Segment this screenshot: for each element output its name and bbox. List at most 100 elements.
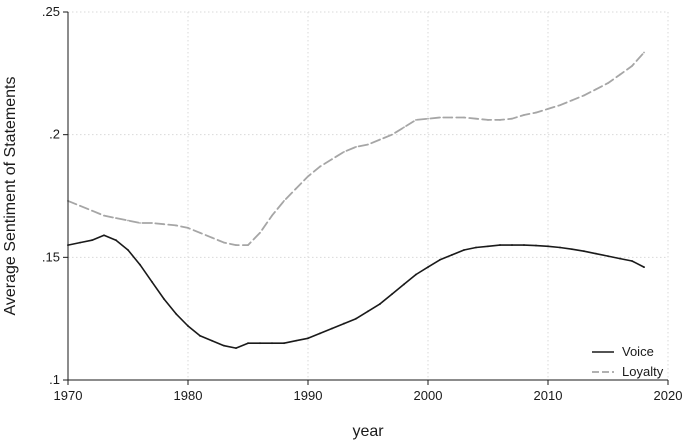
point-loyalty-1998	[403, 126, 405, 129]
point-voice-2003	[463, 249, 465, 251]
point-loyalty-1973	[103, 214, 105, 217]
x-axis-title: year	[352, 423, 384, 440]
point-loyalty-1990	[307, 175, 309, 178]
point-voice-1988	[283, 342, 285, 345]
point-loyalty-1971	[79, 204, 81, 207]
point-voice-1999	[415, 273, 417, 276]
point-loyalty-2006	[499, 119, 501, 121]
x-tick-label: 1980	[174, 388, 203, 403]
legend: Voice Loyalty	[592, 344, 664, 379]
point-voice-2007	[511, 244, 513, 246]
point-voice-1971	[79, 241, 81, 244]
y-tick-label: .1	[49, 372, 60, 387]
series-lines	[67, 51, 645, 350]
point-voice-2000	[427, 266, 429, 269]
y-tick-label: .15	[42, 249, 60, 264]
point-loyalty-2001	[439, 116, 441, 119]
point-loyalty-1974	[115, 217, 117, 219]
point-loyalty-1978	[163, 223, 165, 226]
point-loyalty-1972	[91, 209, 93, 212]
point-voice-1976	[139, 263, 141, 266]
point-voice-1983	[223, 344, 225, 347]
point-loyalty-2018	[643, 51, 645, 54]
point-loyalty-1986	[259, 231, 261, 234]
point-voice-1998	[403, 283, 405, 286]
point-voice-2010	[547, 245, 549, 248]
series-line-voice	[67, 234, 645, 349]
point-loyalty-2011	[559, 104, 561, 107]
point-loyalty-2004	[475, 117, 477, 120]
point-loyalty-1983	[223, 241, 225, 244]
point-voice-1997	[391, 293, 393, 296]
point-voice-2009	[535, 244, 537, 247]
point-loyalty-2015	[607, 82, 609, 85]
grid	[67, 11, 669, 381]
x-tick-label: 1990	[294, 388, 323, 403]
point-voice-1990	[307, 337, 309, 340]
point-voice-1977	[151, 280, 153, 283]
point-voice-1995	[367, 310, 369, 313]
legend-label-voice: Voice	[622, 344, 654, 359]
point-loyalty-1989	[295, 187, 297, 190]
y-tick-label: .2	[49, 127, 60, 142]
point-voice-1981	[199, 334, 201, 337]
point-loyalty-1976	[139, 222, 141, 224]
point-voice-2013	[583, 250, 585, 253]
point-voice-1980	[187, 325, 189, 327]
point-loyalty-1993	[343, 150, 345, 153]
series-line-loyalty	[67, 51, 645, 247]
point-voice-1991	[319, 332, 321, 335]
point-voice-2012	[571, 248, 573, 251]
point-loyalty-1975	[127, 219, 129, 222]
point-loyalty-2000	[427, 117, 429, 120]
point-voice-2006	[499, 244, 501, 246]
point-loyalty-1977	[151, 222, 153, 224]
point-voice-1982	[211, 339, 213, 342]
point-voice-2005	[487, 245, 489, 248]
point-voice-2018	[643, 266, 645, 269]
point-loyalty-2002	[451, 116, 453, 119]
point-voice-2015	[607, 255, 609, 258]
point-voice-2008	[523, 244, 525, 246]
point-loyalty-1991	[319, 165, 321, 168]
point-voice-2011	[559, 246, 561, 249]
point-voice-1975	[127, 249, 129, 251]
point-loyalty-1981	[199, 231, 201, 234]
point-loyalty-2007	[511, 117, 513, 120]
point-loyalty-2009	[535, 111, 537, 114]
point-loyalty-2010	[547, 108, 549, 110]
y-tick-label: .25	[42, 4, 60, 19]
point-loyalty-1984	[235, 244, 237, 246]
x-tick-label: 1970	[54, 388, 83, 403]
point-loyalty-2008	[523, 114, 525, 116]
x-tick-label: 2000	[414, 388, 443, 403]
point-loyalty-2013	[583, 94, 585, 97]
point-voice-1984	[235, 347, 237, 350]
y-axis-title: Average Sentiment of Statements	[2, 77, 19, 316]
point-loyalty-1985	[247, 244, 249, 246]
point-loyalty-1980	[187, 226, 189, 229]
x-tick-label: 2010	[534, 388, 563, 403]
point-loyalty-2014	[595, 88, 597, 91]
point-voice-2001	[439, 258, 441, 261]
point-loyalty-1994	[355, 146, 357, 148]
legend-label-loyalty: Loyalty	[622, 364, 664, 379]
point-loyalty-1997	[391, 133, 393, 136]
point-loyalty-1996	[379, 138, 381, 141]
point-voice-2002	[451, 253, 453, 256]
point-voice-1993	[343, 322, 345, 325]
point-loyalty-2012	[571, 99, 573, 102]
point-voice-1974	[115, 239, 117, 242]
point-voice-1972	[91, 239, 93, 242]
point-voice-2017	[631, 260, 633, 262]
point-voice-2016	[619, 257, 621, 260]
point-loyalty-2005	[487, 119, 489, 121]
point-voice-1992	[331, 327, 333, 330]
point-loyalty-2016	[619, 73, 621, 76]
point-voice-1978	[163, 298, 165, 300]
point-voice-2014	[595, 252, 597, 255]
point-voice-1973	[103, 234, 105, 237]
point-voice-1986	[259, 342, 261, 345]
